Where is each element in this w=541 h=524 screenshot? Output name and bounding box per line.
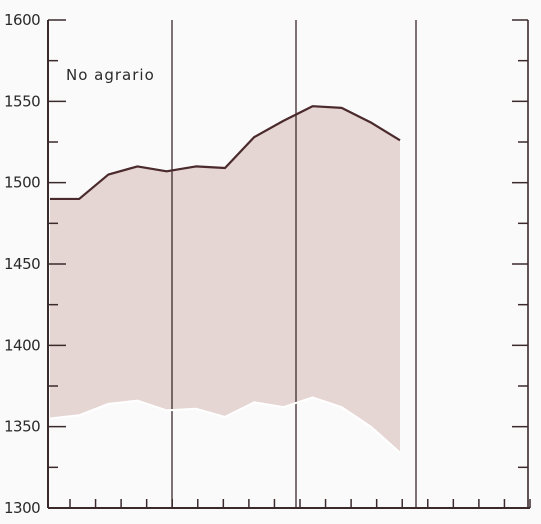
area-fill xyxy=(50,106,400,453)
y-tick-label-1450: 1450 xyxy=(4,255,40,273)
y-tick-label-1300: 1300 xyxy=(4,499,40,517)
y-tick-label-1400: 1400 xyxy=(4,336,40,354)
chart-annotation: No agrario xyxy=(66,66,155,84)
tick-labels: 1300 1350 1400 1450 1500 1550 1600 xyxy=(4,11,41,517)
axes xyxy=(47,19,531,509)
lower-series-line xyxy=(49,396,401,454)
upper-series-line xyxy=(50,105,401,201)
y-tick-label-1500: 1500 xyxy=(4,174,40,192)
y-tick-label-1350: 1350 xyxy=(4,418,40,436)
y-tick-label-1600: 1600 xyxy=(4,11,40,29)
y-tick-label-1550: 1550 xyxy=(4,92,40,110)
series-lines xyxy=(49,105,401,454)
area-band xyxy=(50,106,400,453)
